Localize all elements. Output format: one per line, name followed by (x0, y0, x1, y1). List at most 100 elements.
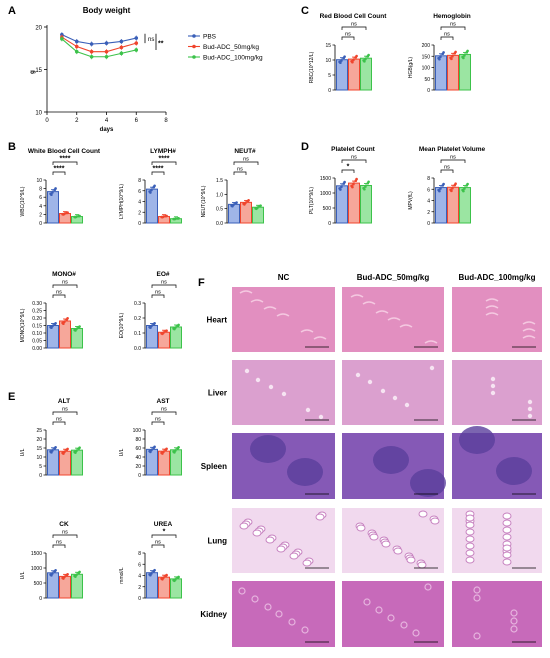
tissue-feature (369, 533, 379, 541)
chart-title: EO# (156, 271, 169, 278)
data-point (177, 323, 180, 327)
tissue-feature (315, 513, 325, 521)
data-point (351, 185, 354, 189)
y-tick-label: 100 (133, 428, 142, 434)
tissue-feature (502, 519, 512, 527)
sig-bracket (341, 26, 367, 30)
tissue-feature (381, 540, 391, 548)
bar (146, 572, 158, 599)
data-point (89, 42, 94, 46)
sig-bracket (151, 534, 177, 538)
data-point (62, 577, 65, 580)
y-tick-label: 0.15 (32, 324, 42, 330)
data-point (165, 214, 168, 218)
sig-bracket (52, 411, 78, 415)
bar (336, 59, 348, 91)
tissue-feature (502, 558, 512, 566)
bar (47, 191, 59, 224)
data-point (364, 185, 367, 188)
y-tick-label: 4 (427, 199, 430, 205)
y-tick-label: 0.0 (216, 221, 223, 227)
sig-bracket (440, 26, 466, 30)
tissue-feature (429, 365, 435, 371)
tissue-feature (510, 617, 518, 625)
data-point (466, 49, 469, 53)
data-point (89, 49, 94, 54)
series-line (61, 34, 137, 45)
data-point (150, 188, 153, 192)
bar (459, 53, 471, 91)
tissue-feature (356, 524, 366, 532)
legend-marker (192, 55, 196, 59)
y-tick-label: 2 (39, 212, 42, 218)
data-point (259, 204, 262, 207)
sig-label: ns (62, 280, 68, 286)
data-point (149, 450, 152, 454)
data-point (153, 568, 156, 572)
y-tick-label: 2 (427, 210, 430, 216)
bar (360, 185, 372, 224)
sig-bracket (151, 411, 177, 415)
tissue-feature (264, 603, 272, 611)
tissue-feature (387, 317, 401, 321)
y-tick-label: 8 (138, 178, 141, 184)
y-tick-label: 8 (427, 176, 430, 182)
tissue-feature (404, 402, 410, 408)
chart-title: UREA (154, 521, 173, 528)
y-tick-label: 10 (325, 58, 331, 64)
tissue-feature (399, 324, 413, 328)
tissue-feature (250, 435, 286, 463)
data-point (165, 329, 168, 332)
sig-bracket (151, 171, 165, 175)
sig-bracket (52, 294, 66, 298)
data-point (78, 446, 81, 449)
data-point (104, 54, 109, 59)
sig-label: ns (450, 155, 456, 161)
data-point (74, 39, 79, 44)
data-point (255, 207, 258, 211)
sig-bracket (440, 169, 454, 173)
sig-bracket (440, 36, 454, 40)
data-point (66, 572, 69, 576)
bar (252, 206, 264, 224)
sig-label: ns (62, 530, 68, 536)
tissue-feature (275, 610, 283, 618)
legend-label: Bud-ADC_100mg/kg (203, 54, 263, 61)
data-point (50, 574, 53, 577)
data-point (363, 187, 366, 191)
bar (435, 187, 447, 224)
histology-image-heart (342, 287, 444, 352)
sig-bracket (52, 161, 78, 165)
bar (47, 449, 59, 476)
y-tick-label: 20 (135, 464, 141, 470)
bar (158, 331, 170, 349)
data-point (462, 189, 465, 193)
histology-image-lung (452, 508, 542, 573)
data-point (153, 445, 156, 449)
tissue-feature (367, 379, 373, 385)
chart-title: Hemoglobin (433, 13, 471, 20)
tissue-feature (424, 583, 432, 591)
y-tick-label: 40 (135, 455, 141, 461)
sig-label: ns (161, 280, 167, 286)
data-point (165, 447, 168, 451)
y-tick-label: 1000 (31, 566, 42, 572)
sig-label: ns (155, 540, 161, 546)
sig-label: ns (345, 32, 351, 38)
sig-bracket (233, 161, 259, 165)
tissue-feature (289, 552, 299, 560)
y-axis-label: mmol/L (119, 567, 125, 584)
tissue-feature (485, 312, 499, 316)
panel-letter-b: B (8, 141, 16, 153)
sig-label: ns (351, 22, 357, 28)
tissue-feature (406, 556, 416, 564)
data-point (161, 577, 164, 581)
tissue-feature (510, 625, 518, 633)
histology-row-label: Liver (208, 389, 227, 398)
sig-label: ns (155, 417, 161, 423)
data-point (54, 445, 57, 449)
data-point (78, 214, 81, 218)
tissue-feature (465, 542, 475, 550)
bar (447, 186, 459, 224)
y-tick-label: 0 (138, 473, 141, 479)
